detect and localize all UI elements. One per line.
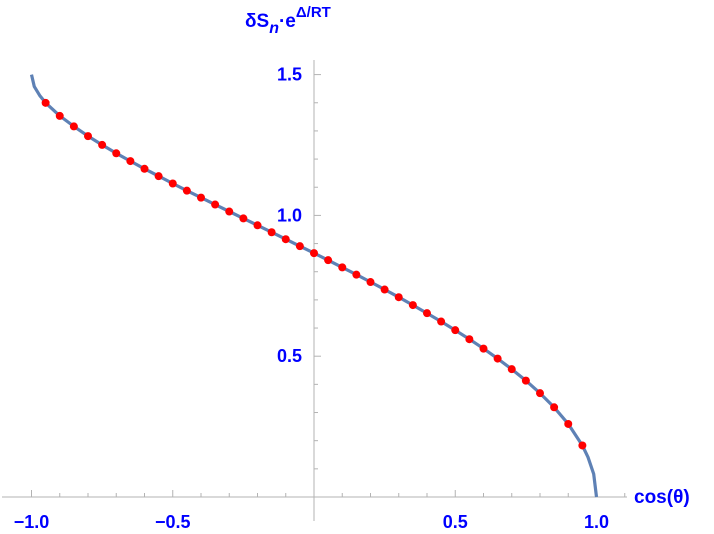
data-point — [295, 242, 304, 251]
data-point — [352, 270, 361, 279]
y-tick-label: 0.5 — [277, 346, 302, 366]
data-point — [507, 365, 516, 374]
data-point — [98, 140, 107, 149]
data-point — [55, 111, 64, 120]
axes — [2, 60, 627, 521]
x-axis-label: cos(θ) — [634, 487, 690, 508]
data-point — [41, 98, 50, 107]
data-point — [69, 122, 78, 131]
data-point — [465, 335, 474, 344]
data-point — [366, 278, 375, 287]
data-point — [338, 263, 347, 272]
ticks: −1.0 −0.5 0.5 1.0 0.5 1.0 1.5 — [14, 65, 626, 532]
y-label-base: δS — [245, 11, 269, 32]
y-axis-label: δSn·eΔ/RT — [245, 4, 331, 37]
data-point — [253, 221, 262, 230]
y-tick-label: 1.0 — [277, 205, 302, 225]
data-point — [211, 200, 220, 209]
x-tick-label: 0.5 — [443, 512, 468, 532]
data-point — [168, 179, 177, 188]
data-point — [437, 317, 446, 326]
data-point — [84, 132, 92, 141]
data-point — [126, 157, 135, 166]
data-point — [536, 389, 544, 398]
data-point — [578, 441, 587, 450]
data-point — [281, 235, 290, 244]
data-point — [451, 326, 460, 335]
data-point — [154, 172, 163, 181]
data-point — [197, 193, 205, 202]
data-point — [182, 186, 191, 195]
x-tick-label: −0.5 — [155, 512, 191, 532]
data-point — [550, 403, 559, 412]
data-point — [479, 344, 488, 353]
data-point — [140, 164, 149, 173]
data-point — [225, 207, 234, 216]
data-point — [239, 214, 248, 223]
data-point — [394, 293, 403, 302]
data-point — [267, 228, 276, 237]
data-point — [564, 419, 573, 428]
x-tick-label: −1.0 — [14, 512, 50, 532]
data-point — [310, 249, 318, 258]
data-point — [324, 256, 333, 265]
y-label-sup: Δ/RT — [296, 4, 331, 21]
y-label-sub: n — [269, 20, 279, 37]
y-tick-label: 1.5 — [277, 65, 302, 85]
data-point — [112, 149, 121, 158]
y-label-dot: ·e — [279, 11, 296, 32]
x-tick-label: 1.0 — [584, 512, 609, 532]
data-point — [493, 354, 502, 363]
data-point — [380, 285, 389, 294]
data-point — [423, 309, 431, 318]
data-point — [408, 301, 417, 310]
marks — [29, 74, 599, 498]
data-point — [521, 376, 530, 385]
